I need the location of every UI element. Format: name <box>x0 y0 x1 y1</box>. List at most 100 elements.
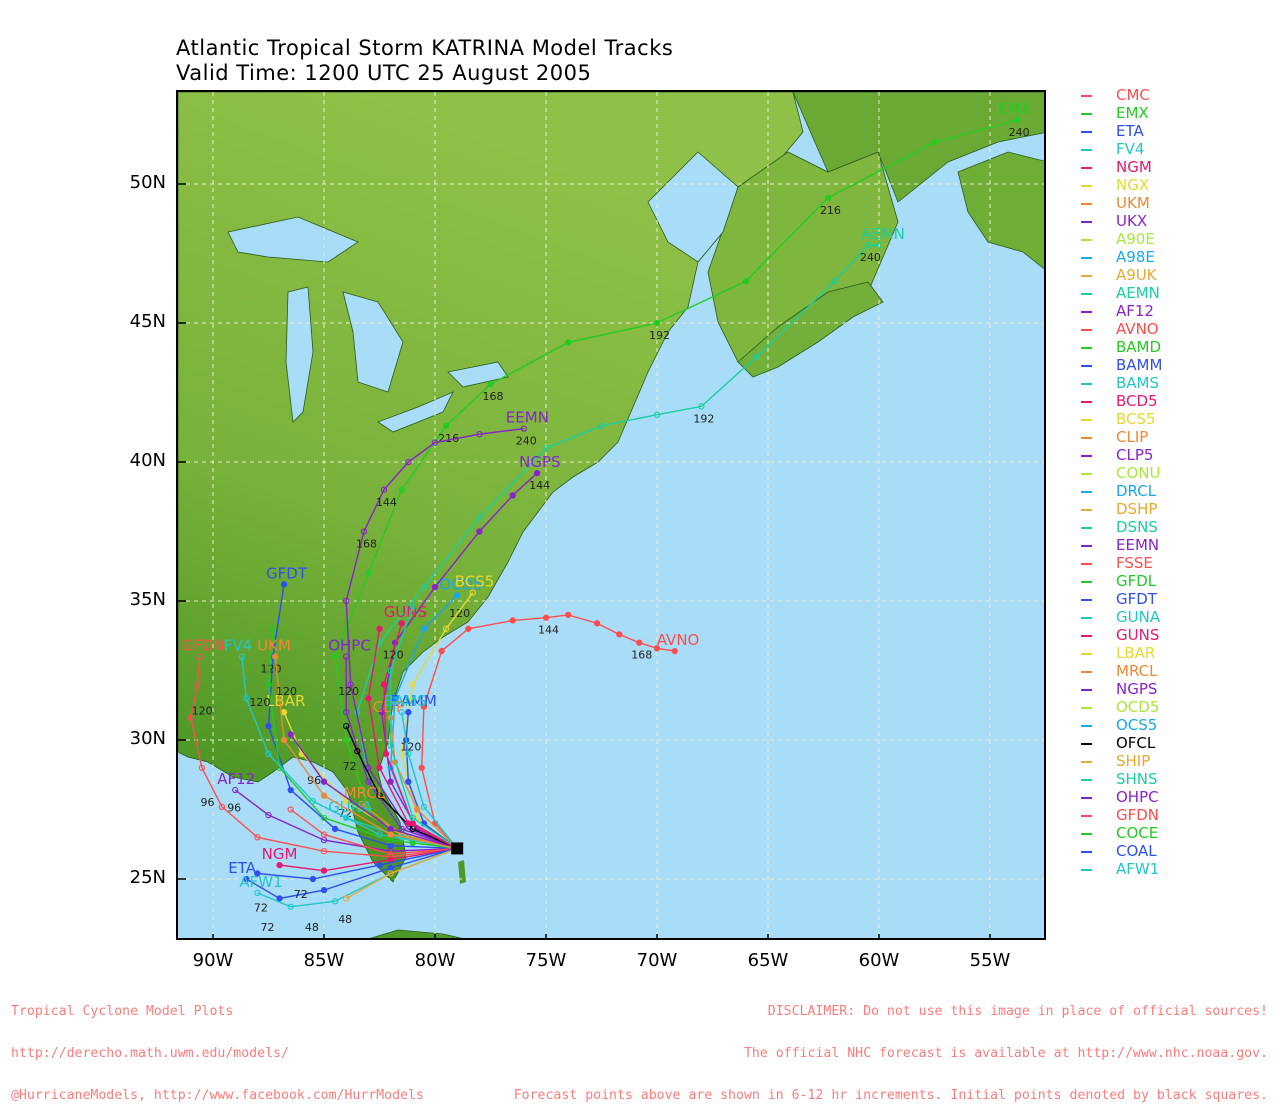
forecast-point <box>420 803 428 810</box>
forecast-point <box>287 786 294 794</box>
legend-swatch <box>1081 797 1092 799</box>
track-dsns <box>387 603 458 849</box>
legend-swatch <box>1081 869 1092 871</box>
legend-label: AF12 <box>1116 302 1154 320</box>
legend-swatch <box>1081 185 1092 187</box>
forecast-point <box>431 439 439 446</box>
legend-swatch <box>1081 203 1092 205</box>
track-label: GFDN <box>182 637 225 655</box>
forecast-point <box>476 431 483 438</box>
legend-label: CLIP <box>1116 428 1149 446</box>
track-label: BAMS <box>384 692 427 710</box>
lon-label-55w: 55W <box>969 950 1011 971</box>
legend-label: AEMN <box>1116 284 1160 302</box>
forecast-hour-label: 120 <box>400 740 421 753</box>
map-canvas: 168192216240216EMX192240AEMN144168AVNO14… <box>178 92 1044 938</box>
forecast-point <box>409 681 416 688</box>
legend-item-eemn: EEMN <box>1078 536 1278 554</box>
forecast-hour-label: 144 <box>538 624 559 637</box>
legend-item-fsse: FSSE <box>1078 554 1278 572</box>
legend-swatch <box>1081 437 1092 439</box>
forecast-point <box>598 422 605 430</box>
legend-item-ocs5: OCS5 <box>1078 716 1278 734</box>
track-label: AEMN <box>861 225 905 243</box>
footer-disclaimer-line-2: The official NHC forecast is available a… <box>743 1046 1268 1061</box>
legend-swatch <box>1081 743 1092 745</box>
forecast-point <box>343 597 350 605</box>
track-label: GUNS <box>384 603 427 621</box>
forecast-hour-label: 240 <box>516 435 537 448</box>
forecast-hour-label: 96 <box>201 796 215 809</box>
forecast-point <box>254 834 261 841</box>
legend-swatch <box>1081 455 1092 457</box>
legend-swatch <box>1081 167 1092 169</box>
legend-item-af12: AF12 <box>1078 302 1278 320</box>
footer-credit-line-2[interactable]: http://derecho.math.uwm.edu/models/ <box>11 1046 289 1061</box>
track-eemn: 144 168 240 EEMN <box>343 409 549 850</box>
forecast-point <box>254 889 261 897</box>
lat-label-45n: 45N <box>129 311 166 332</box>
forecast-hour-label: 168 <box>483 390 504 403</box>
track-label: AF12 <box>217 770 255 788</box>
legend-label: EEMN <box>1116 536 1160 554</box>
lat-label-35n: 35N <box>129 589 166 610</box>
forecast-point <box>465 625 472 632</box>
legend-item-fv4: FV4 <box>1078 140 1278 158</box>
forecast-point <box>831 278 838 285</box>
legend-label: GUNA <box>1116 608 1161 626</box>
forecast-point <box>420 583 428 591</box>
labrador-landmass <box>792 92 1044 203</box>
legend-swatch <box>1081 599 1092 601</box>
track-line <box>290 808 458 855</box>
lon-label-90w: 90W <box>192 950 234 971</box>
forecast-point <box>254 870 261 877</box>
legend-swatch <box>1081 527 1092 529</box>
legend-swatch <box>1081 383 1092 385</box>
forecast-point <box>476 528 483 535</box>
forecast-point <box>542 444 550 452</box>
title-line-1: Atlantic Tropical Storm KATRINA Model Tr… <box>176 36 674 60</box>
lake-erie <box>377 391 454 433</box>
legend-swatch <box>1081 851 1092 853</box>
forecast-point <box>405 458 412 466</box>
footer-credit-line-3[interactable]: @HurricaneModels, http://www.facebook.co… <box>11 1088 424 1103</box>
forecast-point <box>418 764 425 771</box>
forecast-point <box>276 861 283 869</box>
map-panel: 168 192 216 240 216 EMX 192 240 AEMN 144 168 AVNO 14… <box>176 90 1046 940</box>
forecast-point <box>405 778 412 785</box>
legend-item-gfdt: GFDT <box>1078 590 1278 608</box>
forecast-point <box>320 848 328 855</box>
lon-label-65w: 65W <box>747 950 789 971</box>
forecast-point <box>387 831 394 838</box>
forecast-point <box>398 750 405 758</box>
legend-item-coal: COAL <box>1078 842 1278 860</box>
forecast-point <box>187 714 194 721</box>
track-af12: 96 AF12 <box>217 770 458 855</box>
forecast-point <box>194 681 201 688</box>
forecast-point <box>358 800 365 808</box>
footer-disclaimer-line-1: DISCLAIMER: Do not use this image in pla… <box>767 1004 1268 1019</box>
forecast-point <box>824 194 832 202</box>
forecast-point <box>438 647 445 655</box>
forecast-point <box>218 803 226 810</box>
nova-scotia-landmass <box>737 281 884 378</box>
legend-swatch <box>1081 545 1092 547</box>
legend-swatch <box>1081 419 1092 421</box>
legend-label: BAMM <box>1116 356 1163 374</box>
legend-label: BCS5 <box>1116 410 1156 428</box>
forecast-hour-label: 72 <box>294 888 308 901</box>
track-avno: 144 168 AVNO <box>418 611 699 849</box>
forecast-point <box>387 870 394 877</box>
track-clp5: 96 <box>287 731 458 850</box>
forecast-point <box>387 864 394 872</box>
forecast-point <box>238 653 246 660</box>
lon-label-70w: 70W <box>636 950 678 971</box>
legend-item-a90e: A90E <box>1078 230 1278 248</box>
track-line <box>190 656 458 858</box>
legend-label: FSSE <box>1116 554 1153 572</box>
forecast-point <box>442 625 450 632</box>
forecast-point <box>320 792 328 799</box>
track-label: EEMN <box>506 409 549 427</box>
forecast-hour-label: 120 <box>192 704 213 717</box>
legend-item-clp5: CLP5 <box>1078 446 1278 464</box>
